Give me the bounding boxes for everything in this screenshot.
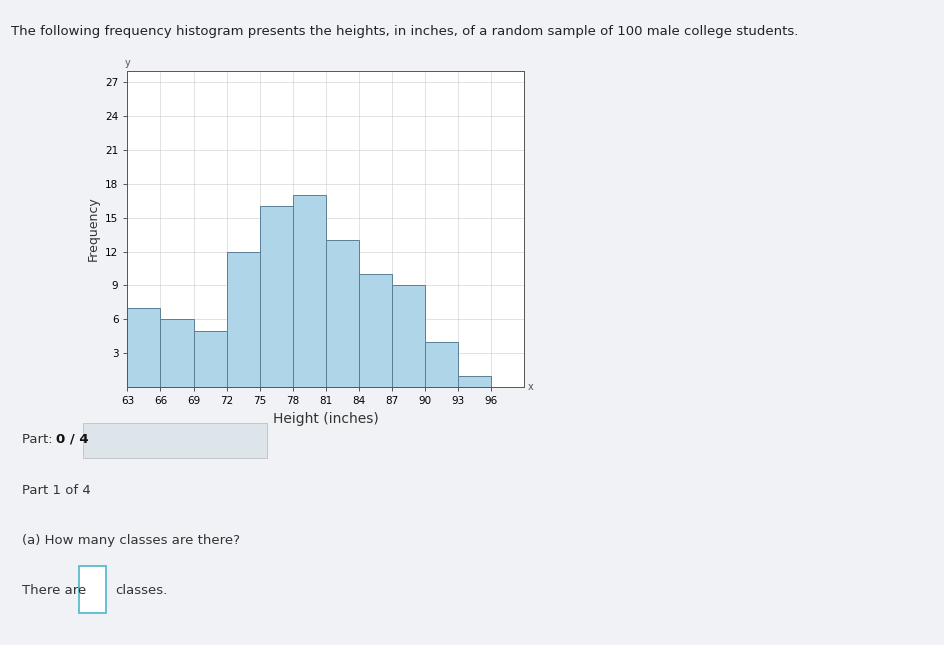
Text: classes.: classes. xyxy=(115,584,168,597)
Bar xyxy=(425,342,458,387)
Bar xyxy=(458,375,491,387)
X-axis label: Height (inches): Height (inches) xyxy=(273,412,379,426)
Bar xyxy=(127,308,160,387)
Text: x: x xyxy=(528,382,533,392)
Text: y: y xyxy=(125,58,130,68)
Bar xyxy=(260,206,293,387)
Text: The following frequency histogram presents the heights, in inches, of a random s: The following frequency histogram presen… xyxy=(11,25,799,39)
Bar xyxy=(227,252,260,387)
Bar xyxy=(160,319,194,387)
FancyBboxPatch shape xyxy=(78,566,107,613)
Bar xyxy=(326,241,359,387)
Bar xyxy=(293,195,326,387)
Bar xyxy=(392,285,425,387)
Text: (a) How many classes are there?: (a) How many classes are there? xyxy=(23,534,241,547)
Bar xyxy=(194,330,227,387)
Text: There are: There are xyxy=(23,584,87,597)
FancyBboxPatch shape xyxy=(83,422,267,458)
Text: Part 1 of 4: Part 1 of 4 xyxy=(23,484,92,497)
Bar xyxy=(359,274,392,387)
Text: 0 / 4: 0 / 4 xyxy=(56,433,88,446)
Y-axis label: Frequency: Frequency xyxy=(87,197,100,261)
Text: Part:: Part: xyxy=(23,433,58,446)
